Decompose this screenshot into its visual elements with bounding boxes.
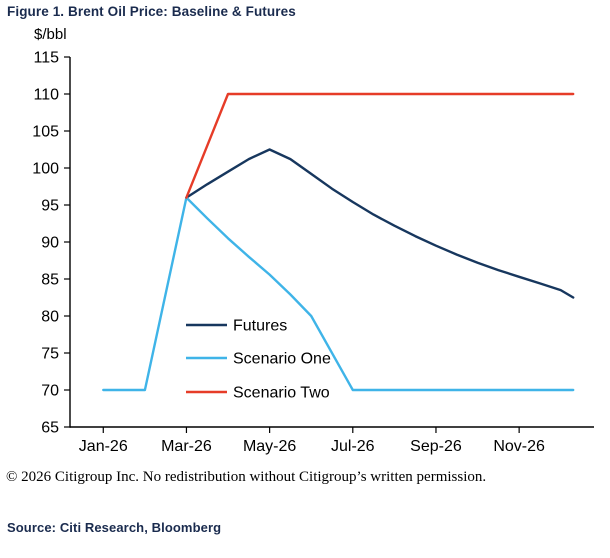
x-tick-label: May-26 bbox=[243, 438, 296, 455]
legend-label-scenario-one: Scenario One bbox=[233, 351, 331, 368]
y-tick-label: 75 bbox=[41, 346, 59, 363]
x-tick-label: Nov-26 bbox=[493, 438, 545, 455]
y-tick-label: 95 bbox=[41, 198, 59, 215]
y-tick-label: 65 bbox=[41, 420, 59, 437]
legend-item-scenario-one: Scenario One bbox=[186, 351, 331, 368]
series-line-scenario-one bbox=[102, 196, 575, 392]
legend-item-futures: Futures bbox=[186, 318, 287, 335]
y-tick-label: 80 bbox=[41, 309, 59, 326]
series-line-scenario-two bbox=[185, 92, 575, 199]
x-tick-label: Jul-26 bbox=[331, 438, 375, 455]
legend-label-futures: Futures bbox=[233, 318, 287, 335]
y-tick-label: 115 bbox=[33, 50, 59, 67]
copyright-note: © 2026 Citigroup Inc. No redistribution … bbox=[6, 469, 487, 485]
legend-label-scenario-two: Scenario Two bbox=[233, 385, 330, 402]
figure-title: Figure 1. Brent Oil Price: Baseline & Fu… bbox=[7, 4, 296, 19]
y-tick-label: 90 bbox=[41, 235, 59, 252]
x-tick-label: Mar-26 bbox=[161, 438, 212, 455]
source-note: Source: Citi Research, Bloomberg bbox=[7, 520, 222, 535]
x-tick-label: Sep-26 bbox=[410, 438, 462, 455]
y-tick-label: 105 bbox=[32, 124, 59, 141]
y-tick-label: 85 bbox=[41, 272, 59, 289]
y-tick-label: 70 bbox=[41, 383, 59, 400]
y-tick-label: 100 bbox=[32, 161, 59, 178]
brent-oil-chart: $/bbl 65 70 75 80 85 90 95 100 105 110 115 Jan-26 Mar… bbox=[32, 26, 594, 455]
y-tick-label: 110 bbox=[33, 87, 59, 104]
x-tick-label: Jan-26 bbox=[79, 438, 128, 455]
y-axis-unit-label: $/bbl bbox=[34, 26, 67, 43]
series-line-futures bbox=[185, 148, 575, 299]
legend-item-scenario-two: Scenario Two bbox=[186, 385, 330, 402]
